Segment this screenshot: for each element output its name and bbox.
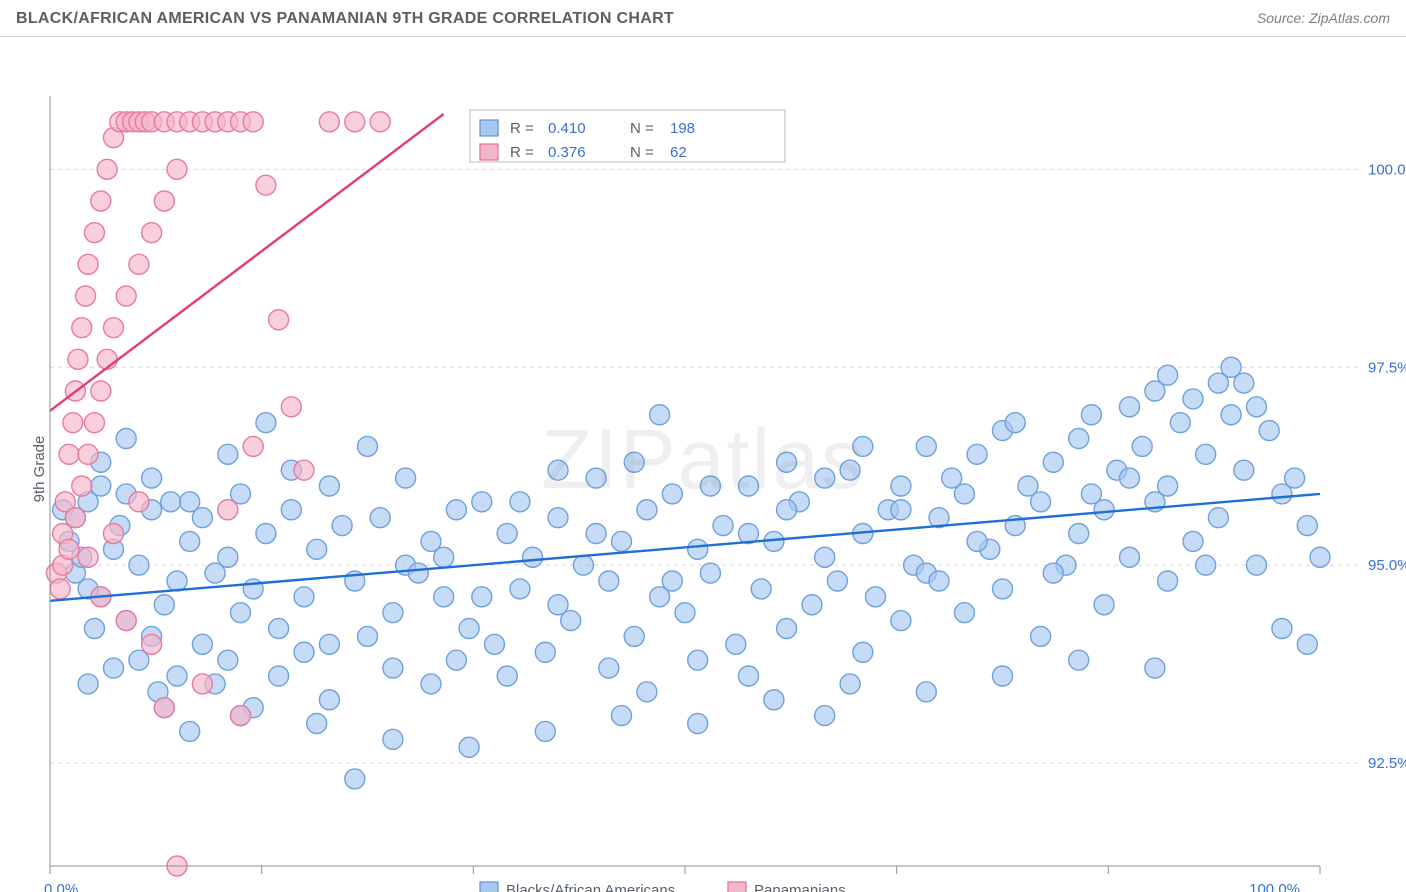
svg-text:92.5%: 92.5%: [1368, 755, 1406, 772]
svg-text:100.0%: 100.0%: [1249, 881, 1300, 892]
svg-text:198: 198: [670, 120, 695, 137]
svg-text:Panamanians: Panamanians: [754, 882, 846, 892]
svg-text:R =: R =: [510, 120, 534, 137]
svg-text:95.0%: 95.0%: [1368, 557, 1406, 574]
svg-text:62: 62: [670, 144, 687, 161]
svg-text:N =: N =: [630, 120, 654, 137]
svg-text:Blacks/African Americans: Blacks/African Americans: [506, 882, 675, 892]
scatter-chart: 92.5% 95.0% 97.5% 100.0% 0.0% 100.0% R = 0.410 N…: [0, 46, 1406, 892]
source-label: Source: ZipAtlas.com: [1257, 10, 1390, 26]
svg-text:N =: N =: [630, 144, 654, 161]
svg-text:0.410: 0.410: [548, 120, 586, 137]
svg-text:R =: R =: [510, 144, 534, 161]
svg-text:100.0%: 100.0%: [1368, 161, 1406, 178]
y-axis-label: 9th Grade: [31, 436, 48, 503]
svg-text:0.0%: 0.0%: [44, 881, 78, 892]
svg-text:0.376: 0.376: [548, 144, 586, 161]
chart-title: BLACK/AFRICAN AMERICAN VS PANAMANIAN 9TH…: [16, 10, 674, 28]
svg-text:97.5%: 97.5%: [1368, 359, 1406, 376]
